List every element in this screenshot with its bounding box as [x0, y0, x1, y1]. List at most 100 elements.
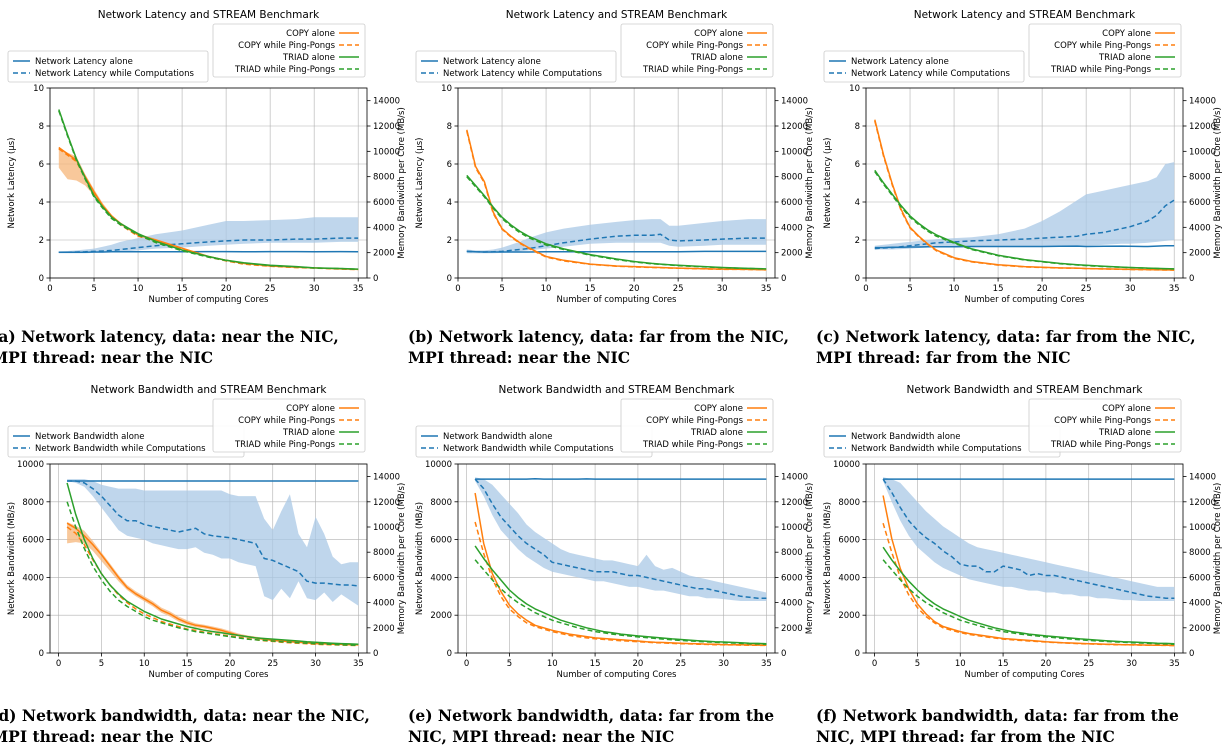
chart-title-d: Network Bandwidth and STREAM Benchmark: [91, 384, 328, 396]
y2-tick-label: 8000: [1189, 173, 1211, 183]
legend-right-f: COPY alone COPY while Ping-Pongs TRIAD alo…: [1028, 398, 1182, 453]
x-tick-label: 25: [1083, 659, 1094, 669]
legend-label: TRIAD while Ping-Pongs: [642, 440, 744, 450]
y-tick-label: 8: [39, 122, 44, 132]
grid-e: [458, 463, 775, 654]
legend-label: TRIAD alone: [1098, 53, 1151, 63]
series-line-2: [66, 522, 359, 646]
legend-box: [620, 398, 774, 453]
plot-frame-f: [865, 463, 1184, 654]
legend-label: COPY alone: [694, 29, 743, 39]
legend-box: [1028, 398, 1182, 453]
x-tick-label: 10: [955, 659, 966, 669]
y2-tick-label: 6000: [373, 198, 395, 208]
plot-frame-a: [49, 87, 368, 279]
legend-label: TRIAD while Ping-Pongs: [234, 65, 336, 75]
y2-tick-label: 0: [1189, 649, 1194, 659]
y2-tick-label: 0: [1189, 274, 1194, 284]
x-tick-label: 10: [949, 284, 960, 294]
y2-tick-label: 8000: [373, 548, 395, 558]
x-tick-label: 25: [673, 284, 684, 294]
y2-tick-label: 6000: [1189, 573, 1211, 583]
legend-box: [823, 50, 1025, 83]
plot-area-f: [882, 477, 1175, 647]
legend-label: Network Latency while Computations: [851, 69, 1011, 79]
panel-c: Network Latency and STREAM Benchmark 0 5 10…: [816, 0, 1224, 367]
legend-label: Network Latency while Computations: [443, 69, 603, 79]
y2-tick-label: 8000: [1189, 548, 1211, 558]
x-tick-label: 30: [1125, 284, 1136, 294]
legend-right-c: COPY alone COPY while Ping-Pongs TRIAD alo…: [1028, 23, 1182, 78]
legend-label: Network Bandwidth alone: [35, 432, 145, 442]
y-tick-label: 10: [441, 84, 452, 94]
series-line-3: [874, 120, 1175, 271]
x-tick-label: 10: [547, 659, 558, 669]
y2-tick-label: 6000: [373, 573, 395, 583]
x-tick-label: 5: [907, 284, 912, 294]
legend-label: COPY alone: [694, 404, 743, 414]
legend-label: TRIAD while Ping-Pongs: [1050, 65, 1152, 75]
x-tick-label: 0: [872, 659, 877, 669]
x-tick-label: 35: [353, 659, 364, 669]
y-tick-label: 6000: [22, 536, 44, 546]
y2-tick-label: 12000: [373, 498, 400, 508]
legend-left-f: Network Bandwidth alone Network Bandwidth…: [823, 425, 1061, 458]
x-axis-label: Number of computing Cores: [965, 670, 1086, 680]
x-tick-label: 5: [91, 284, 96, 294]
x-tick-label: 25: [1081, 284, 1092, 294]
y2-axis-label: Memory Bandwidth per Core (MB/s): [397, 107, 407, 259]
legend-label: COPY alone: [1102, 404, 1151, 414]
y-tick-label: 8000: [22, 498, 44, 508]
y2-tick-label: 12000: [781, 498, 808, 508]
x-tick-label: 30: [310, 659, 321, 669]
legend-left-c: Network Latency alone Network Latency whi…: [823, 50, 1025, 83]
y-tick-label: 10000: [425, 460, 452, 470]
y2-tick-label: 12000: [781, 122, 808, 132]
y2-tick-label: 12000: [1189, 122, 1216, 132]
x-axis-label: Number of computing Cores: [149, 295, 270, 305]
legend-label: COPY while Ping-Pongs: [1054, 416, 1151, 426]
y-tick-label: 2000: [430, 611, 452, 621]
confidence-band-0: [58, 217, 359, 254]
series-line-0: [874, 244, 1175, 249]
y-tick-label: 2000: [22, 611, 44, 621]
x-tick-label: 0: [47, 284, 52, 294]
x-tick-label: 30: [1126, 659, 1137, 669]
caption-f: (f) Network bandwidth, data: far from th…: [816, 705, 1224, 747]
legend-label: TRIAD alone: [690, 53, 743, 63]
legend-label: Network Latency while Computations: [35, 69, 195, 79]
y-tick-label: 4: [447, 198, 452, 208]
series-line-1: [882, 478, 1175, 599]
series-line-1: [67, 480, 359, 587]
legend-label: Network Bandwidth while Computations: [35, 444, 206, 454]
y-tick-label: 10: [849, 84, 860, 94]
legend-label: COPY while Ping-Pongs: [238, 416, 335, 426]
x-tick-label: 0: [464, 659, 469, 669]
caption-e: (e) Network bandwidth, data: far from th…: [408, 705, 816, 747]
plot-area-d: [66, 479, 359, 647]
x-tick-label: 30: [309, 284, 320, 294]
caption-e-line-2: NIC, MPI thread: near the NIC: [408, 727, 675, 746]
x-tick-label: 5: [507, 659, 512, 669]
y2-tick-label: 4000: [373, 223, 395, 233]
y-tick-label: 2: [39, 236, 44, 246]
plot-frame-e: [457, 463, 776, 654]
y2-tick-label: 14000: [1189, 97, 1216, 107]
y2-tick-label: 8000: [781, 548, 803, 558]
panel-a: Network Latency and STREAM Benchmark 0 5 10…: [0, 0, 408, 367]
legend-label: COPY while Ping-Pongs: [646, 416, 743, 426]
x-tick-label: 35: [761, 284, 772, 294]
legend-label: Network Bandwidth while Computations: [851, 444, 1022, 454]
legend-label: Network Bandwidth alone: [851, 432, 961, 442]
y-tick-label: 10: [33, 84, 44, 94]
chart-c: Network Latency and STREAM Benchmark 0 5 10…: [823, 9, 1223, 305]
y2-tick-label: 14000: [781, 97, 808, 107]
legend-label: TRIAD alone: [690, 428, 743, 438]
panel-d: Network Bandwidth and STREAM Benchmark 0 5…: [0, 375, 408, 746]
y2-tick-label: 2000: [373, 249, 395, 259]
x-tick-label: 10: [133, 284, 144, 294]
x-axis-label: Number of computing Cores: [965, 295, 1086, 305]
y-tick-label: 0: [447, 274, 452, 284]
x-tick-label: 15: [182, 659, 193, 669]
x-tick-label: 35: [1169, 284, 1180, 294]
